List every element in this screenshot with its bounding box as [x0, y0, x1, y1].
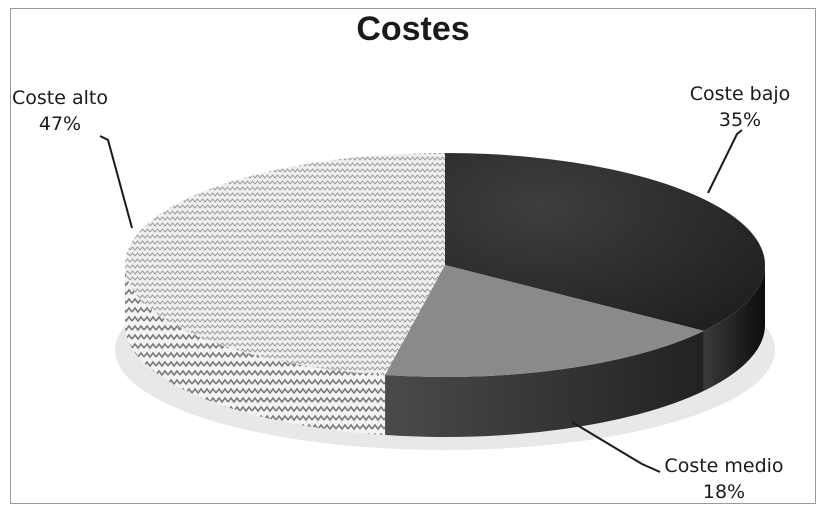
- value-coste-bajo: 35%: [719, 109, 761, 131]
- slice-coste-alto: [124, 153, 445, 376]
- slice-side-coste-bajo: [703, 265, 765, 391]
- label-coste-alto: Coste alto: [12, 87, 108, 109]
- leader-coste-bajo: [707, 129, 743, 194]
- label-coste-bajo: Coste bajo: [690, 83, 791, 105]
- leader-coste-alto: [99, 135, 133, 229]
- label-coste-medio: Coste medio: [664, 455, 783, 477]
- value-coste-alto: 47%: [39, 113, 81, 135]
- leader-coste-medio: [571, 421, 661, 473]
- value-coste-medio: 18%: [703, 481, 745, 503]
- slice-side-coste-alto: [125, 265, 386, 436]
- chart-title: Costes: [356, 10, 470, 48]
- slice-coste-medio: [385, 265, 704, 378]
- slice-side-coste-medio: [385, 330, 704, 437]
- slice-coste-bajo: [445, 153, 765, 331]
